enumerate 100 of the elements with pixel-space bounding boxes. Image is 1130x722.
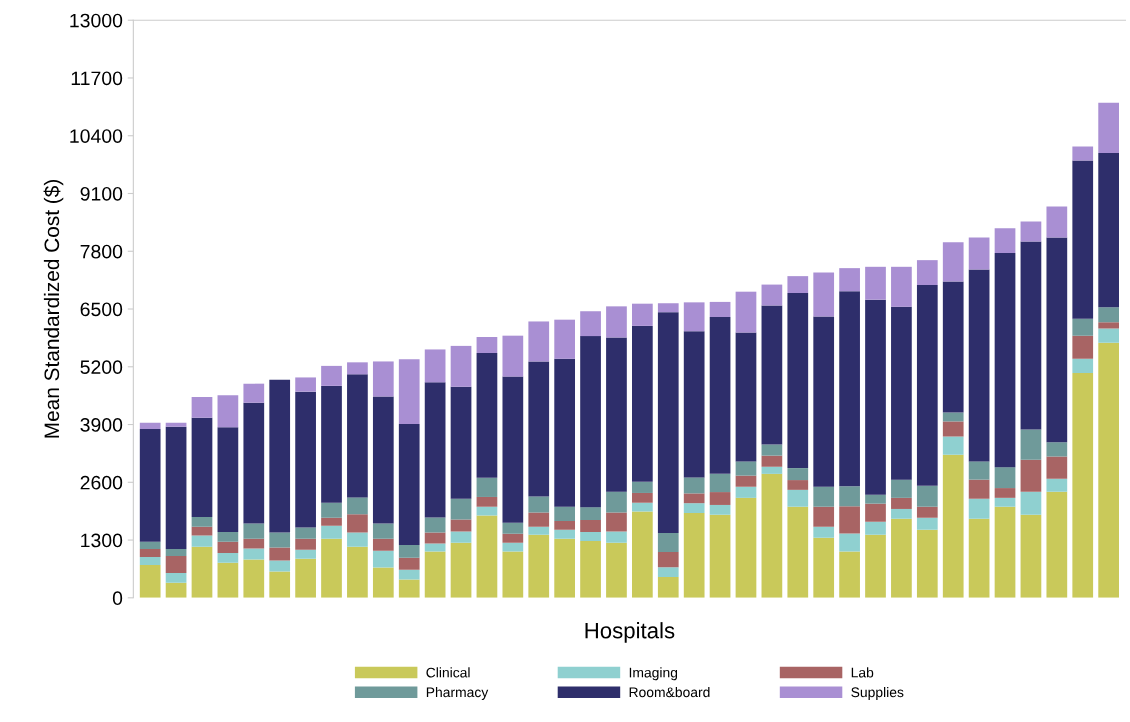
- bar: [528, 496, 550, 513]
- bar: [657, 576, 679, 598]
- bar: [243, 402, 265, 524]
- bar: [165, 426, 187, 549]
- bar: [554, 520, 576, 530]
- bar: [839, 551, 860, 598]
- bar: [347, 362, 368, 375]
- bar: [217, 552, 239, 563]
- bar: [1020, 459, 1042, 492]
- bar: [347, 532, 368, 547]
- bar: [1046, 491, 1068, 598]
- bar: [450, 519, 472, 532]
- bar: [372, 523, 394, 539]
- y-tick-label: 11700: [71, 71, 123, 86]
- bar: [968, 498, 990, 519]
- bar: [813, 486, 835, 507]
- bar: [632, 303, 653, 326]
- bar: [813, 506, 835, 527]
- bar: [191, 546, 213, 598]
- bar: [528, 534, 550, 598]
- legend-label: Supplies: [851, 686, 904, 700]
- bar: [398, 544, 420, 558]
- bar: [813, 537, 835, 598]
- bar: [994, 506, 1016, 598]
- bar: [735, 461, 757, 476]
- bar: [994, 467, 1016, 489]
- bar: [891, 266, 912, 307]
- bar: [476, 496, 498, 507]
- bar: [502, 335, 524, 377]
- bar: [191, 526, 213, 536]
- bar: [1072, 358, 1094, 373]
- bar: [139, 556, 161, 565]
- bar: [1046, 442, 1068, 457]
- bar: [295, 549, 316, 559]
- bar: [865, 494, 886, 504]
- bar: [450, 345, 472, 387]
- bar: [243, 538, 265, 549]
- bar: [243, 548, 265, 560]
- bar: [502, 551, 524, 598]
- bar: [1098, 307, 1119, 323]
- bar: [735, 497, 757, 598]
- bar: [450, 542, 472, 598]
- bar: [683, 493, 705, 504]
- y-tick-label: 2600: [80, 475, 123, 490]
- bar: [528, 512, 550, 527]
- bar: [217, 532, 239, 542]
- bar: [761, 444, 783, 456]
- bar: [347, 497, 368, 515]
- bar: [139, 564, 161, 598]
- bar: [528, 361, 550, 497]
- bar: [994, 253, 1016, 468]
- bar: [657, 552, 679, 568]
- bar: [657, 303, 679, 313]
- bar: [632, 481, 653, 493]
- bar: [580, 311, 601, 337]
- bar: [295, 558, 316, 598]
- bar: [1020, 514, 1042, 598]
- bar: [683, 512, 705, 598]
- bar: [424, 543, 446, 552]
- bar: [424, 517, 446, 533]
- bar: [398, 424, 420, 545]
- y-tick-label: 10400: [70, 129, 123, 143]
- bar: [606, 306, 627, 338]
- bar: [502, 376, 524, 523]
- bar: [1098, 153, 1119, 308]
- bar: [424, 532, 446, 544]
- bar: [372, 550, 394, 568]
- bar: [735, 291, 757, 333]
- bar: [942, 454, 964, 598]
- bar: [321, 502, 342, 518]
- bar: [269, 379, 291, 533]
- y-tick-label: 0: [112, 591, 123, 606]
- bar: [1020, 221, 1042, 242]
- bar: [865, 503, 886, 522]
- bar: [942, 421, 964, 437]
- bar: [1020, 429, 1042, 460]
- bar: [657, 532, 679, 553]
- bar: [502, 522, 524, 534]
- bar: [139, 548, 161, 557]
- bar: [994, 497, 1016, 507]
- bar: [709, 473, 731, 493]
- bar: [994, 228, 1016, 254]
- bar: [191, 417, 213, 517]
- bar: [709, 504, 731, 515]
- y-tick-label: 6500: [80, 302, 123, 317]
- bar: [295, 527, 316, 539]
- bar: [683, 503, 705, 513]
- bar: [865, 534, 886, 598]
- bar: [269, 571, 291, 598]
- bar: [891, 508, 912, 519]
- bar: [321, 525, 342, 539]
- bar: [916, 285, 938, 486]
- bar: [735, 475, 757, 487]
- bar: [295, 391, 316, 528]
- bar: [243, 383, 265, 403]
- bar: [761, 284, 783, 306]
- y-tick-label: 9100: [80, 186, 123, 201]
- bar: [217, 562, 239, 598]
- bar: [606, 491, 627, 513]
- bar: [761, 455, 783, 467]
